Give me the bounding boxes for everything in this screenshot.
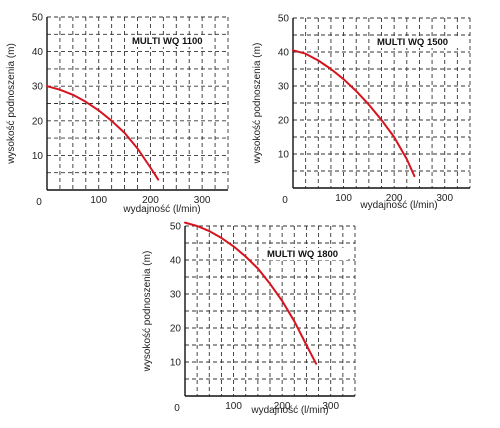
y-tick-label: 30 [278,82,290,93]
x-tick-label: 200 [142,195,159,206]
y-axis-label: wysokość podnoszenia (m) [6,43,17,165]
y-tick-label: 20 [278,116,290,127]
y-tick-label: 20 [32,116,44,127]
x-tick-label: 300 [322,401,339,412]
x-axis-label: wydajność (l/min) [250,405,328,416]
chart-title: MULTI WQ 1800 [267,249,338,260]
origin-tick-label: 0 [36,197,42,208]
y-tick-label: 10 [32,151,44,162]
y-tick-label: 40 [170,256,182,267]
x-tick-label: 300 [194,195,211,206]
y-tick-label: 40 [278,48,290,59]
chart-title: MULTI WQ 1500 [377,37,448,48]
x-axis-label: wydajność (l/min) [122,204,200,215]
pump-curve-line [46,85,160,181]
x-tick-label: 100 [335,193,352,204]
chart-title-background [129,35,213,47]
chart-title: MULTI WQ 1100 [132,36,203,47]
origin-tick-label: 0 [174,403,180,414]
x-tick-label: 300 [436,193,453,204]
y-tick-label: 40 [32,47,44,58]
y-tick-label: 30 [32,82,44,93]
pump-curve-line [184,221,318,365]
x-tick-label: 100 [225,401,242,412]
pump-curve-line [292,49,416,178]
x-tick-label: 200 [274,401,291,412]
y-tick-label: 10 [170,358,182,369]
y-tick-label: 50 [170,222,182,233]
y-tick-label: 30 [170,290,182,301]
origin-tick-label: 0 [282,195,288,206]
y-axis-label: wysokość podnoszenia (m) [142,251,153,373]
y-tick-label: 10 [278,150,290,161]
y-axis-label: wysokość podnoszenia (m) [252,43,263,165]
y-tick-label: 50 [278,14,290,25]
x-tick-label: 100 [90,195,107,206]
chart-title-background [264,248,348,260]
x-tick-label: 200 [386,193,403,204]
x-axis-label: wydajność (l/min) [359,200,437,211]
y-tick-label: 20 [170,324,182,335]
chart-title-background [374,36,458,48]
y-tick-label: 50 [32,13,44,24]
